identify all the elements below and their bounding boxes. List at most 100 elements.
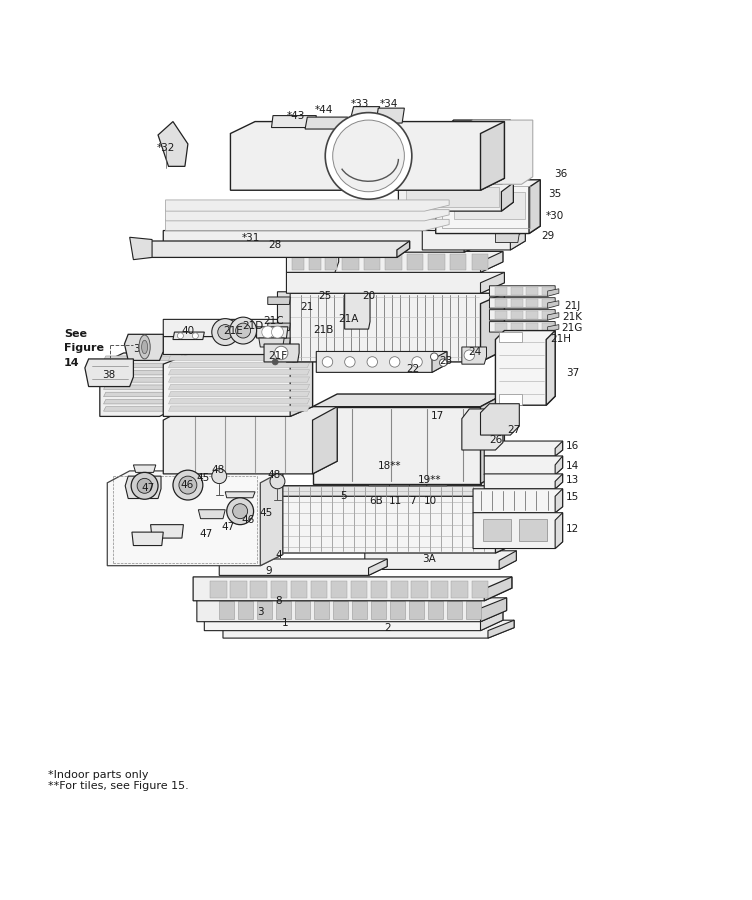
- Polygon shape: [133, 241, 410, 257]
- Polygon shape: [407, 255, 423, 270]
- Polygon shape: [260, 471, 283, 566]
- Text: 4: 4: [276, 550, 282, 560]
- Text: 13: 13: [566, 475, 579, 485]
- Polygon shape: [168, 356, 310, 360]
- Polygon shape: [490, 286, 555, 296]
- Polygon shape: [496, 323, 508, 330]
- Polygon shape: [305, 117, 347, 129]
- Text: Figure: Figure: [64, 344, 104, 354]
- Text: 18**: 18**: [378, 461, 401, 471]
- Polygon shape: [230, 122, 505, 190]
- Polygon shape: [165, 200, 449, 212]
- Circle shape: [229, 317, 256, 344]
- Polygon shape: [223, 620, 514, 638]
- Circle shape: [232, 504, 247, 518]
- Polygon shape: [290, 355, 313, 417]
- Text: 12: 12: [566, 524, 579, 534]
- Polygon shape: [368, 559, 387, 575]
- Polygon shape: [271, 115, 317, 128]
- Text: 3: 3: [257, 607, 264, 617]
- Polygon shape: [496, 486, 520, 553]
- Polygon shape: [496, 233, 520, 242]
- Polygon shape: [499, 332, 522, 342]
- Text: 10: 10: [424, 496, 437, 506]
- Text: 17: 17: [431, 411, 444, 421]
- Polygon shape: [444, 120, 511, 184]
- Polygon shape: [163, 355, 313, 417]
- Polygon shape: [547, 325, 559, 332]
- Text: 7: 7: [409, 496, 416, 506]
- Polygon shape: [173, 464, 203, 470]
- Text: 36: 36: [554, 169, 568, 179]
- Polygon shape: [295, 601, 310, 619]
- Polygon shape: [526, 299, 538, 307]
- Polygon shape: [555, 474, 562, 489]
- Circle shape: [177, 333, 183, 338]
- Polygon shape: [555, 489, 562, 513]
- Polygon shape: [511, 323, 523, 330]
- Polygon shape: [326, 255, 337, 270]
- Polygon shape: [259, 338, 284, 347]
- Text: 3A: 3A: [422, 554, 436, 564]
- Polygon shape: [211, 580, 226, 598]
- Polygon shape: [168, 363, 310, 368]
- Polygon shape: [350, 106, 380, 122]
- Circle shape: [274, 346, 288, 360]
- Polygon shape: [432, 352, 447, 373]
- Polygon shape: [268, 338, 290, 346]
- Polygon shape: [541, 299, 553, 307]
- Polygon shape: [547, 289, 559, 296]
- Polygon shape: [481, 598, 507, 622]
- Polygon shape: [426, 471, 453, 486]
- Text: 21D: 21D: [242, 321, 263, 331]
- Text: 24: 24: [468, 347, 481, 357]
- Circle shape: [464, 350, 475, 360]
- Polygon shape: [473, 489, 562, 513]
- Polygon shape: [309, 255, 321, 270]
- Polygon shape: [511, 287, 523, 294]
- Text: 20: 20: [362, 292, 375, 302]
- Polygon shape: [473, 513, 562, 548]
- Polygon shape: [555, 513, 562, 548]
- Polygon shape: [351, 580, 368, 598]
- Polygon shape: [547, 312, 559, 320]
- Circle shape: [137, 479, 152, 493]
- Polygon shape: [124, 334, 163, 360]
- Circle shape: [271, 326, 284, 338]
- Polygon shape: [481, 611, 503, 631]
- Polygon shape: [313, 320, 337, 337]
- Polygon shape: [454, 193, 526, 219]
- Polygon shape: [511, 311, 523, 319]
- Circle shape: [131, 472, 158, 500]
- Polygon shape: [511, 299, 523, 307]
- Text: 26: 26: [489, 435, 502, 445]
- Polygon shape: [484, 474, 562, 489]
- Polygon shape: [526, 311, 538, 319]
- Polygon shape: [158, 122, 188, 166]
- Polygon shape: [317, 352, 447, 373]
- Polygon shape: [364, 255, 381, 270]
- Polygon shape: [496, 287, 508, 294]
- Polygon shape: [199, 509, 225, 518]
- Circle shape: [218, 325, 232, 339]
- Polygon shape: [163, 230, 490, 252]
- Polygon shape: [484, 441, 562, 456]
- Text: 21K: 21K: [562, 312, 582, 322]
- Polygon shape: [410, 471, 432, 486]
- Circle shape: [412, 356, 423, 367]
- Text: 27: 27: [508, 425, 520, 435]
- Circle shape: [262, 326, 274, 338]
- Polygon shape: [399, 183, 514, 212]
- Polygon shape: [484, 577, 512, 601]
- Text: 48: 48: [212, 465, 225, 475]
- Text: 38: 38: [102, 370, 115, 380]
- Polygon shape: [260, 486, 520, 553]
- Polygon shape: [397, 241, 410, 257]
- Polygon shape: [293, 255, 305, 270]
- Polygon shape: [168, 377, 310, 382]
- Polygon shape: [163, 407, 337, 474]
- Text: 21A: 21A: [338, 313, 359, 324]
- Polygon shape: [368, 471, 396, 486]
- Polygon shape: [371, 580, 387, 598]
- Polygon shape: [276, 601, 291, 619]
